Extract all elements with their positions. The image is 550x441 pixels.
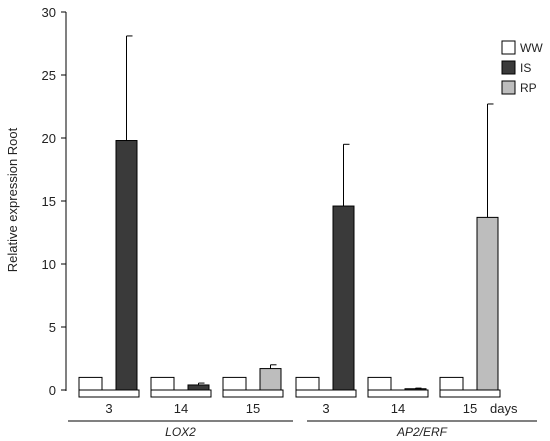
day-baseline-2 (222, 389, 284, 398)
legend-label-rp: RP (520, 81, 537, 95)
x-tick-label-lox2-15: 15 (246, 401, 260, 416)
x-tick-label-lox2-14: 14 (174, 401, 188, 416)
day-baseline-1 (150, 389, 212, 398)
bar-ap2erf-day3-ww (295, 376, 320, 391)
y-tick-label-25: 25 (42, 68, 56, 83)
bar-lox2-day3-ww (78, 376, 103, 391)
legend-label-is: IS (520, 61, 531, 75)
bar-ap2erf-day15-rp (476, 216, 499, 391)
axes: 0 5 10 15 20 25 30 (42, 5, 501, 398)
bar-lox2-day15-rp (259, 368, 282, 391)
y-axis-label: Relative expression Root (5, 127, 20, 272)
bars (78, 35, 499, 391)
legend-swatch-is (501, 60, 516, 75)
group-label-lox2: LOX2 (165, 425, 196, 439)
bar-lox2-day15-ww (222, 376, 247, 391)
bar-lox2-day14-ww (150, 376, 175, 391)
y-tick-label-10: 10 (42, 257, 56, 272)
y-tick-label-0: 0 (49, 383, 56, 398)
x-tick-label-ap2erf-3: 3 (322, 401, 329, 416)
bar-ap2erf-day14-is (404, 388, 427, 391)
x-axis-labels: 3 14 15 3 14 15 days LOX2 AP2/ERF (68, 401, 537, 439)
bar-lox2-day3-is (115, 140, 138, 391)
bar-ap2erf-day3-is (332, 205, 355, 391)
day-baseline-0 (78, 389, 140, 398)
day-baseline-5 (439, 389, 501, 398)
y-tick-label-30: 30 (42, 5, 56, 20)
y-tick-label-5: 5 (49, 320, 56, 335)
legend-label-ww: WW (520, 41, 543, 55)
bar-ap2erf-day15-ww (439, 376, 464, 391)
y-tick-label-20: 20 (42, 131, 56, 146)
y-tick-label-15: 15 (42, 194, 56, 209)
x-tick-label-ap2erf-14: 14 (391, 401, 405, 416)
x-unit-label: days (490, 401, 518, 416)
group-label-ap2erf: AP2/ERF (396, 425, 448, 439)
bar-ap2erf-day14-ww (367, 376, 392, 391)
day-baseline-3 (295, 389, 357, 398)
legend-swatch-ww (501, 40, 516, 55)
bar-lox2-day14-is (187, 384, 210, 391)
x-tick-label-ap2erf-15: 15 (463, 401, 477, 416)
x-tick-label-lox2-3: 3 (105, 401, 112, 416)
legend-swatch-rp (501, 80, 516, 95)
day-baseline-4 (367, 389, 429, 398)
legend: WW IS RP (501, 40, 543, 95)
